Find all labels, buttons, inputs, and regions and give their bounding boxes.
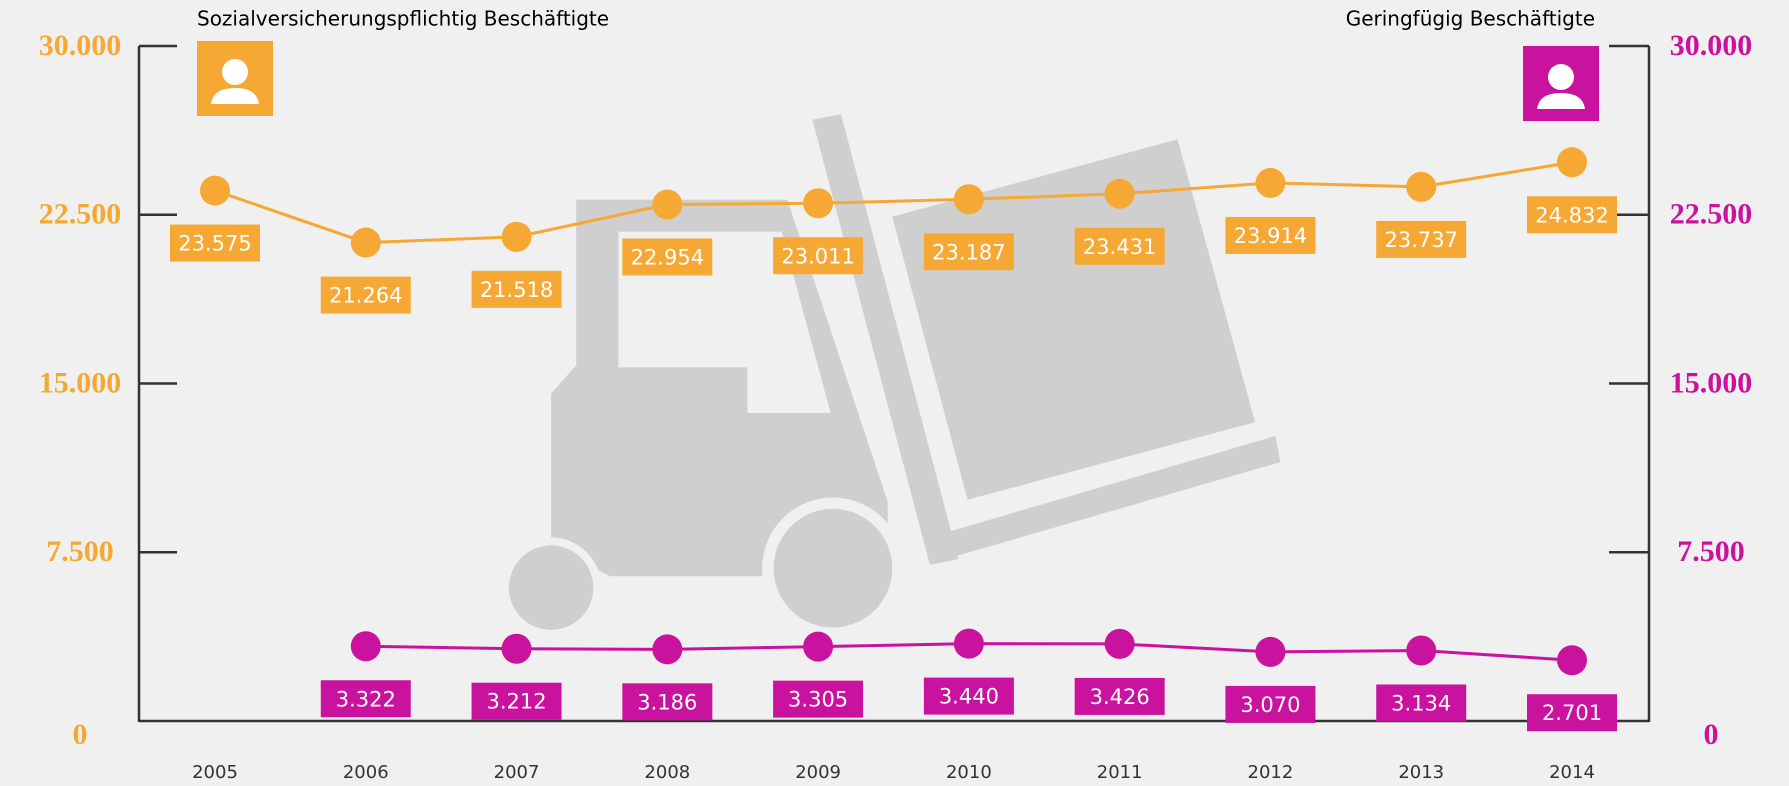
data-point	[1255, 168, 1285, 198]
x-tick-label: 2011	[1097, 762, 1143, 783]
data-point	[1557, 645, 1587, 675]
value-label: 23.737	[1384, 228, 1457, 252]
y-tick-label: 7.500	[46, 535, 114, 568]
x-tick-label: 2008	[644, 762, 690, 783]
data-point	[1255, 637, 1285, 667]
value-label: 23.431	[1083, 235, 1156, 259]
data-point	[1406, 635, 1436, 665]
value-label: 3.440	[939, 685, 999, 709]
x-tick-label: 2006	[343, 762, 389, 783]
x-tick-label: 2007	[494, 762, 540, 783]
chart: Sozialversicherungspflichtig Beschäftigt…	[0, 0, 1789, 786]
data-point	[652, 634, 682, 664]
x-tick-label: 2005	[192, 762, 238, 783]
x-tick-label: 2010	[946, 762, 992, 783]
value-label: 23.187	[932, 240, 1005, 264]
y-tick-label: 15.000	[1670, 366, 1753, 399]
value-label: 3.186	[637, 690, 697, 714]
value-label: 23.914	[1234, 224, 1307, 248]
value-label: 22.954	[631, 246, 704, 270]
data-point	[1105, 179, 1135, 209]
value-label: 2.701	[1542, 701, 1602, 725]
x-tick-label: 2009	[795, 762, 841, 783]
value-label: 3.305	[788, 688, 848, 712]
y-tick-label: 22.500	[39, 198, 122, 231]
value-label: 3.134	[1391, 691, 1451, 715]
legend-entry: Geringfügig Beschäftigte	[1346, 7, 1595, 31]
y-tick-label: 30.000	[39, 29, 122, 62]
value-label: 3.070	[1240, 693, 1300, 717]
data-point	[954, 184, 984, 214]
y-tick-label: 30.000	[1670, 29, 1753, 62]
data-point	[803, 188, 833, 218]
value-label: 21.518	[480, 278, 553, 302]
y-tick-label: 7.500	[1677, 535, 1745, 568]
data-point	[652, 190, 682, 220]
value-label: 3.322	[336, 687, 396, 711]
y-tick-label: 0	[73, 718, 88, 751]
value-label: 3.426	[1090, 685, 1150, 709]
value-label: 21.264	[329, 284, 402, 308]
y-tick-label: 22.500	[1670, 198, 1753, 231]
x-tick-label: 2014	[1549, 762, 1595, 783]
data-point	[502, 222, 532, 252]
data-point	[1105, 629, 1135, 659]
value-label: 3.212	[486, 690, 546, 714]
y-tick-label: 15.000	[39, 366, 122, 399]
data-point	[954, 629, 984, 659]
person-icon	[1523, 46, 1599, 121]
person-icon	[197, 41, 273, 116]
value-label: 24.832	[1535, 203, 1608, 227]
value-label: 23.575	[178, 232, 251, 256]
legend-entry: Sozialversicherungspflichtig Beschäftigt…	[197, 7, 609, 31]
value-label: 23.011	[781, 244, 854, 268]
data-point	[1406, 172, 1436, 202]
data-point	[1557, 147, 1587, 177]
y-tick-label: 0	[1704, 718, 1719, 751]
data-point	[351, 631, 381, 661]
x-tick-label: 2012	[1248, 762, 1294, 783]
data-point	[803, 632, 833, 662]
data-point	[351, 228, 381, 258]
data-point	[200, 176, 230, 206]
x-tick-label: 2013	[1398, 762, 1444, 783]
data-point	[502, 634, 532, 664]
